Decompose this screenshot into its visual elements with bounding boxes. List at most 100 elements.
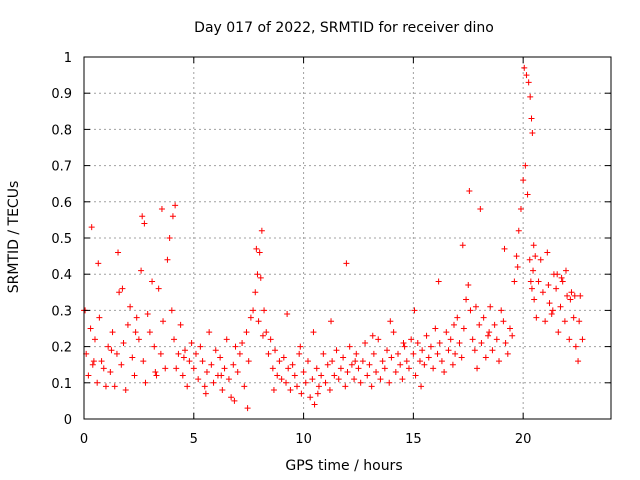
data-point [521, 64, 528, 71]
data-point [548, 311, 555, 318]
data-point [331, 372, 338, 379]
data-point [188, 339, 195, 346]
data-point [576, 318, 583, 325]
x-axis-label: GPS time / hours [285, 458, 402, 474]
data-point [570, 314, 577, 321]
data-point [324, 361, 331, 368]
data-point [333, 347, 340, 354]
data-point [465, 282, 472, 289]
data-point [369, 332, 376, 339]
data-point [487, 303, 494, 310]
data-point [535, 278, 542, 285]
data-point [335, 376, 342, 383]
data-point [353, 350, 360, 357]
data-point [390, 329, 397, 336]
data-point [355, 365, 362, 372]
axis-ticks [83, 56, 611, 420]
data-point [567, 296, 574, 303]
data-point [432, 325, 439, 332]
data-point [236, 350, 243, 357]
data-point [172, 202, 179, 209]
data-point [261, 307, 268, 314]
data-point [206, 329, 213, 336]
data-point [184, 383, 191, 390]
data-point [88, 224, 95, 231]
data-point [530, 267, 537, 274]
data-point [477, 206, 484, 213]
data-point [247, 314, 254, 321]
data-point [412, 372, 419, 379]
y-tick-label: 1 [64, 51, 72, 66]
data-point [517, 206, 524, 213]
data-point [571, 292, 578, 299]
data-point [102, 383, 109, 390]
data-point [140, 358, 147, 365]
data-point [152, 368, 159, 375]
data-point [575, 358, 582, 365]
data-point [357, 379, 364, 386]
data-point [120, 339, 127, 346]
data-point [243, 329, 250, 336]
data-point [532, 253, 539, 260]
data-point [504, 350, 511, 357]
data-point [559, 278, 566, 285]
data-point [579, 336, 586, 343]
data-point [529, 130, 536, 137]
data-point [201, 383, 208, 390]
data-point [463, 296, 470, 303]
y-tick-label: 0.7 [51, 160, 72, 175]
data-point [568, 289, 575, 296]
data-point [344, 368, 351, 375]
data-point [554, 271, 561, 278]
data-point [525, 79, 532, 86]
data-point [195, 376, 202, 383]
data-points [81, 64, 586, 412]
data-point [225, 376, 232, 383]
data-point [267, 336, 274, 343]
data-point [496, 358, 503, 365]
data-point [351, 376, 358, 383]
data-point [107, 368, 114, 375]
data-point [478, 339, 485, 346]
data-point [400, 339, 407, 346]
data-point [252, 289, 259, 296]
data-point [94, 379, 101, 386]
data-point [414, 339, 421, 346]
data-point [258, 227, 265, 234]
data-point [144, 311, 151, 318]
data-point [506, 325, 513, 332]
data-point [364, 372, 371, 379]
data-point [340, 354, 347, 361]
y-tick-label: 0.3 [51, 304, 72, 319]
data-point [405, 365, 412, 372]
data-point [500, 318, 507, 325]
data-point [118, 361, 125, 368]
data-point [272, 347, 279, 354]
data-point [557, 303, 564, 310]
data-point [310, 329, 317, 336]
data-point [244, 405, 251, 412]
data-point [562, 267, 569, 274]
data-point [203, 368, 210, 375]
data-point [168, 307, 175, 314]
data-point [553, 285, 560, 292]
data-point [91, 336, 98, 343]
data-point [284, 311, 291, 318]
data-point [173, 365, 180, 372]
data-point [379, 358, 386, 365]
data-point [241, 383, 248, 390]
data-point [169, 213, 176, 220]
data-point [234, 368, 241, 375]
data-point [520, 177, 527, 184]
data-point [447, 336, 454, 343]
data-point [190, 365, 197, 372]
data-point [329, 358, 336, 365]
data-point [399, 376, 406, 383]
data-point [109, 329, 116, 336]
data-point [263, 329, 270, 336]
data-point [164, 256, 171, 263]
data-point [232, 343, 239, 350]
data-point [108, 347, 115, 354]
data-point [522, 162, 529, 169]
